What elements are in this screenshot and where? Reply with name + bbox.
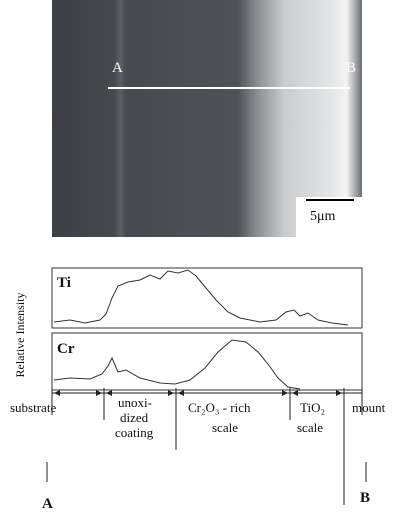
figure: A B 5μm Relative Intensity Ti Cr substra… xyxy=(0,0,401,517)
scale-bar-label: 5μm xyxy=(310,209,336,224)
region-label: TiO₂ xyxy=(300,400,325,415)
region-label: dized xyxy=(120,410,149,425)
region-label: coating xyxy=(115,425,154,440)
cr-profile xyxy=(54,340,300,389)
image-label: A xyxy=(112,60,123,76)
region-label: substrate xyxy=(10,400,56,415)
region-label: Cr₂O₃ - rich xyxy=(188,400,251,415)
panel-frame xyxy=(52,268,362,328)
region-label: scale xyxy=(212,420,238,435)
region-label: mount xyxy=(352,400,386,415)
region-label: unoxi- xyxy=(118,395,152,410)
panel-frame xyxy=(52,333,362,390)
panel-label: Ti xyxy=(57,275,71,291)
image-label: B xyxy=(346,60,356,76)
axis-label: Relative Intensity xyxy=(13,293,27,378)
end-label: A xyxy=(42,496,53,512)
ti-profile xyxy=(54,270,348,325)
panel-label: Cr xyxy=(57,341,75,357)
end-label: B xyxy=(360,490,370,506)
region-label: scale xyxy=(297,420,323,435)
